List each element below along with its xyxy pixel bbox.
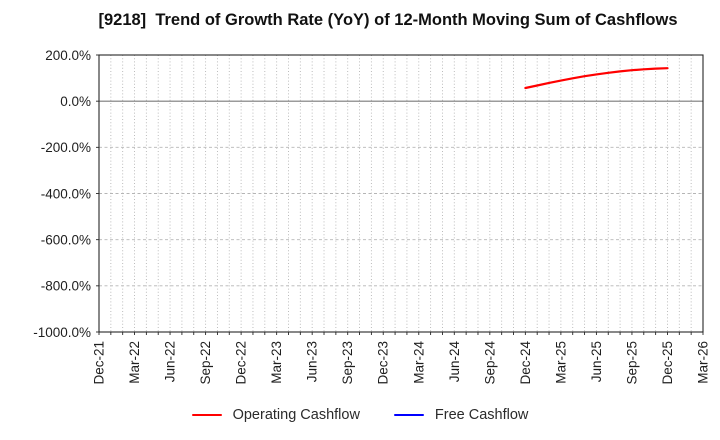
x-tick-label: Dec-24 (518, 341, 533, 385)
y-tick-label: 0.0% (60, 94, 91, 109)
x-tick-label: Mar-26 (696, 341, 711, 384)
x-tick-label: Jun-23 (305, 341, 320, 382)
x-tick-label: Dec-21 (92, 341, 107, 385)
legend-item-free-cashflow: Free Cashflow (393, 407, 529, 423)
y-tick-label: -600.0% (41, 232, 91, 247)
y-tick-label: 200.0% (45, 48, 91, 63)
x-tick-label: Mar-22 (127, 341, 142, 384)
x-tick-label: Sep-23 (340, 341, 355, 385)
x-tick-label: Jun-25 (589, 341, 604, 382)
legend-label-free-cashflow: Free Cashflow (434, 407, 529, 423)
y-tick-label: -800.0% (41, 279, 91, 294)
y-tick-label: -200.0% (41, 140, 91, 155)
legend-label-operating-cashflow: Operating Cashflow (232, 407, 360, 423)
x-tick-label: Sep-22 (198, 341, 213, 385)
x-tick-label: Dec-23 (376, 341, 391, 385)
operating-cashflow-line (524, 67, 669, 90)
legend-item-operating-cashflow: Operating Cashflow (191, 407, 360, 423)
x-tick-label: Sep-24 (482, 341, 497, 385)
chart-legend: Operating Cashflow Free Cashflow (0, 403, 720, 427)
x-tick-label: Sep-25 (624, 341, 639, 385)
x-tick-label: Dec-22 (234, 341, 249, 385)
x-tick-label: Mar-23 (269, 341, 284, 384)
operating-cashflow-line-swatch (191, 413, 222, 417)
chart-title: [9218] Trend of Growth Rate (YoY) of 12-… (98, 11, 678, 29)
x-tick-label: Mar-25 (553, 341, 568, 384)
x-tick-label: Dec-25 (660, 341, 675, 385)
x-tick-label: Mar-24 (411, 341, 426, 384)
y-tick-label: -400.0% (41, 186, 91, 201)
x-tick-label: Jun-22 (163, 341, 178, 382)
y-tick-label: -1000.0% (33, 325, 91, 340)
free-cashflow-line-swatch (393, 413, 424, 417)
x-tick-label: Jun-24 (447, 341, 462, 383)
